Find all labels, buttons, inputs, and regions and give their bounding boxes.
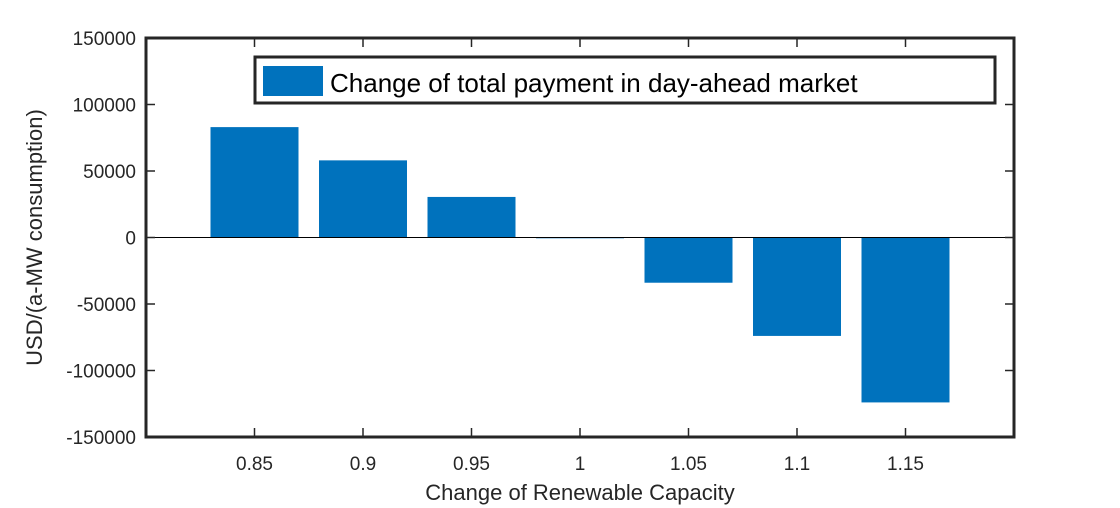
bar-0.85 xyxy=(210,127,299,238)
y-tick-label: 150000 xyxy=(73,29,136,50)
x-tick-label: 0.9 xyxy=(350,454,376,475)
bar-1.05 xyxy=(644,237,733,283)
legend-entry: Change of total payment in day-ahead mar… xyxy=(330,68,858,98)
bar-0.95 xyxy=(427,196,516,238)
y-tick-label: 50000 xyxy=(83,162,136,183)
bar-1.1 xyxy=(753,237,841,336)
plot-area-border xyxy=(144,36,1016,439)
x-tick-label: 0.95 xyxy=(453,454,490,475)
x-tick-label: 1.1 xyxy=(784,454,810,475)
y-tick-label: -150000 xyxy=(66,428,136,449)
x-axis-ticks: 0.85 0.9 0.95 1 1.05 1.1 1.15 xyxy=(236,38,924,475)
y-axis-title: USD/(a-MW consumption) xyxy=(22,109,47,366)
x-tick-label: 1 xyxy=(575,454,586,475)
legend-swatch xyxy=(263,66,323,96)
x-tick-label: 0.85 xyxy=(236,454,273,475)
legend-box xyxy=(253,55,997,105)
y-tick-label: -100000 xyxy=(66,362,136,383)
bar-0.9 xyxy=(319,160,407,238)
x-axis-title: Change of Renewable Capacity xyxy=(425,480,734,505)
y-tick-label: 100000 xyxy=(73,96,136,117)
y-tick-label: -50000 xyxy=(77,295,136,316)
bar-1.15 xyxy=(861,237,950,403)
bars-group xyxy=(210,127,950,403)
y-tick-label: 0 xyxy=(125,229,136,250)
legend: Change of total payment in day-ahead mar… xyxy=(253,55,997,105)
x-tick-label: 1.15 xyxy=(887,454,924,475)
x-tick-label: 1.05 xyxy=(670,454,707,475)
